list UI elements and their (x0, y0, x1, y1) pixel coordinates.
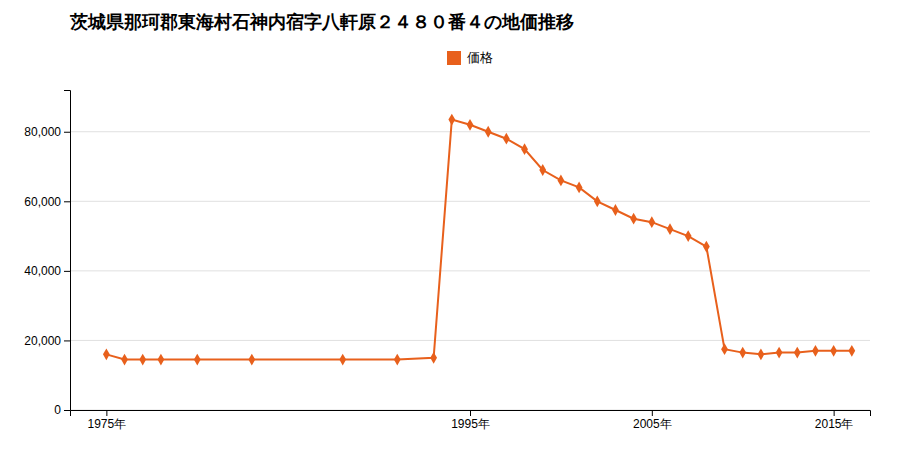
tick-mark (64, 132, 70, 133)
tick-mark (64, 201, 70, 202)
x-axis: 1975年 1995年 2005年 2015年 (71, 410, 871, 431)
tick-mark (64, 340, 70, 341)
grid-line (70, 131, 870, 132)
tick-label: 0 (54, 403, 61, 417)
marker (503, 133, 510, 145)
line (106, 120, 851, 360)
marker (121, 354, 128, 366)
tick-mark (470, 410, 471, 416)
marker (776, 347, 783, 359)
plot: 1975年 1995年 2005年 2015年 0 20,000 40,000 60,000 8… (24, 91, 870, 431)
tick-mark (106, 410, 107, 416)
marker (430, 352, 437, 364)
marker (830, 345, 837, 357)
marker (521, 143, 528, 155)
legend-item: 価格 (447, 50, 493, 65)
marker (158, 354, 165, 366)
marker (485, 126, 492, 138)
marker (721, 343, 728, 355)
marker (703, 241, 710, 253)
marker (467, 119, 474, 131)
tick-mark (64, 410, 70, 411)
tick-label: 60,000 (24, 195, 61, 209)
grid-line (70, 270, 870, 271)
grid-line (70, 201, 870, 202)
tick-mark (652, 410, 653, 416)
marker (630, 213, 637, 225)
marker (739, 347, 746, 359)
marker (576, 182, 583, 194)
tick-label: 1995年 (451, 417, 490, 431)
marker (812, 345, 819, 357)
tick-mark (64, 271, 70, 272)
legend: 価格 (447, 50, 493, 65)
marker (648, 216, 655, 228)
tick: 1995年 (451, 410, 490, 431)
marker (685, 230, 692, 242)
title: 茨城県那珂郡東海村石神内宿字八軒原２４８０番４の地価推移 (69, 11, 574, 32)
tick: 40,000 (24, 264, 70, 278)
marker (448, 114, 455, 126)
marker (594, 195, 601, 207)
tick: 20,000 (24, 334, 70, 348)
grid (70, 132, 870, 410)
tick-label: 2015年 (815, 417, 854, 431)
tick-label: 2005年 (633, 417, 672, 431)
series-group (103, 114, 855, 366)
tick: 2015年 (815, 410, 854, 431)
tick-label: 40,000 (24, 264, 61, 278)
tick: 60,000 (24, 195, 70, 209)
legend-swatch (447, 51, 461, 65)
marker (103, 348, 110, 360)
marker (558, 175, 565, 187)
legend-label: 価格 (467, 50, 493, 65)
grid-line (70, 340, 870, 341)
marker (758, 348, 765, 360)
marker (794, 347, 801, 359)
marker (539, 164, 546, 176)
tick-label: 20,000 (24, 334, 61, 348)
marker (394, 354, 401, 366)
chart: 1975年 1995年 2005年 2015年 0 20,000 40,000 60,000 8… (0, 0, 900, 450)
marker (339, 354, 346, 366)
axis-line (71, 411, 871, 417)
tick-mark (834, 410, 835, 416)
marker (139, 354, 146, 366)
y-axis: 0 20,000 40,000 60,000 80,000 (24, 91, 70, 418)
tick: 1975年 (88, 410, 127, 431)
tick: 0 (54, 403, 70, 417)
tick-label: 80,000 (24, 125, 61, 139)
tick: 80,000 (24, 125, 70, 139)
tick: 2005年 (633, 410, 672, 431)
marker (194, 354, 201, 366)
axis-line (64, 91, 71, 411)
marker (612, 204, 619, 216)
marker (248, 354, 255, 366)
marker (667, 223, 674, 235)
marker (848, 345, 855, 357)
tick-label: 1975年 (88, 417, 127, 431)
